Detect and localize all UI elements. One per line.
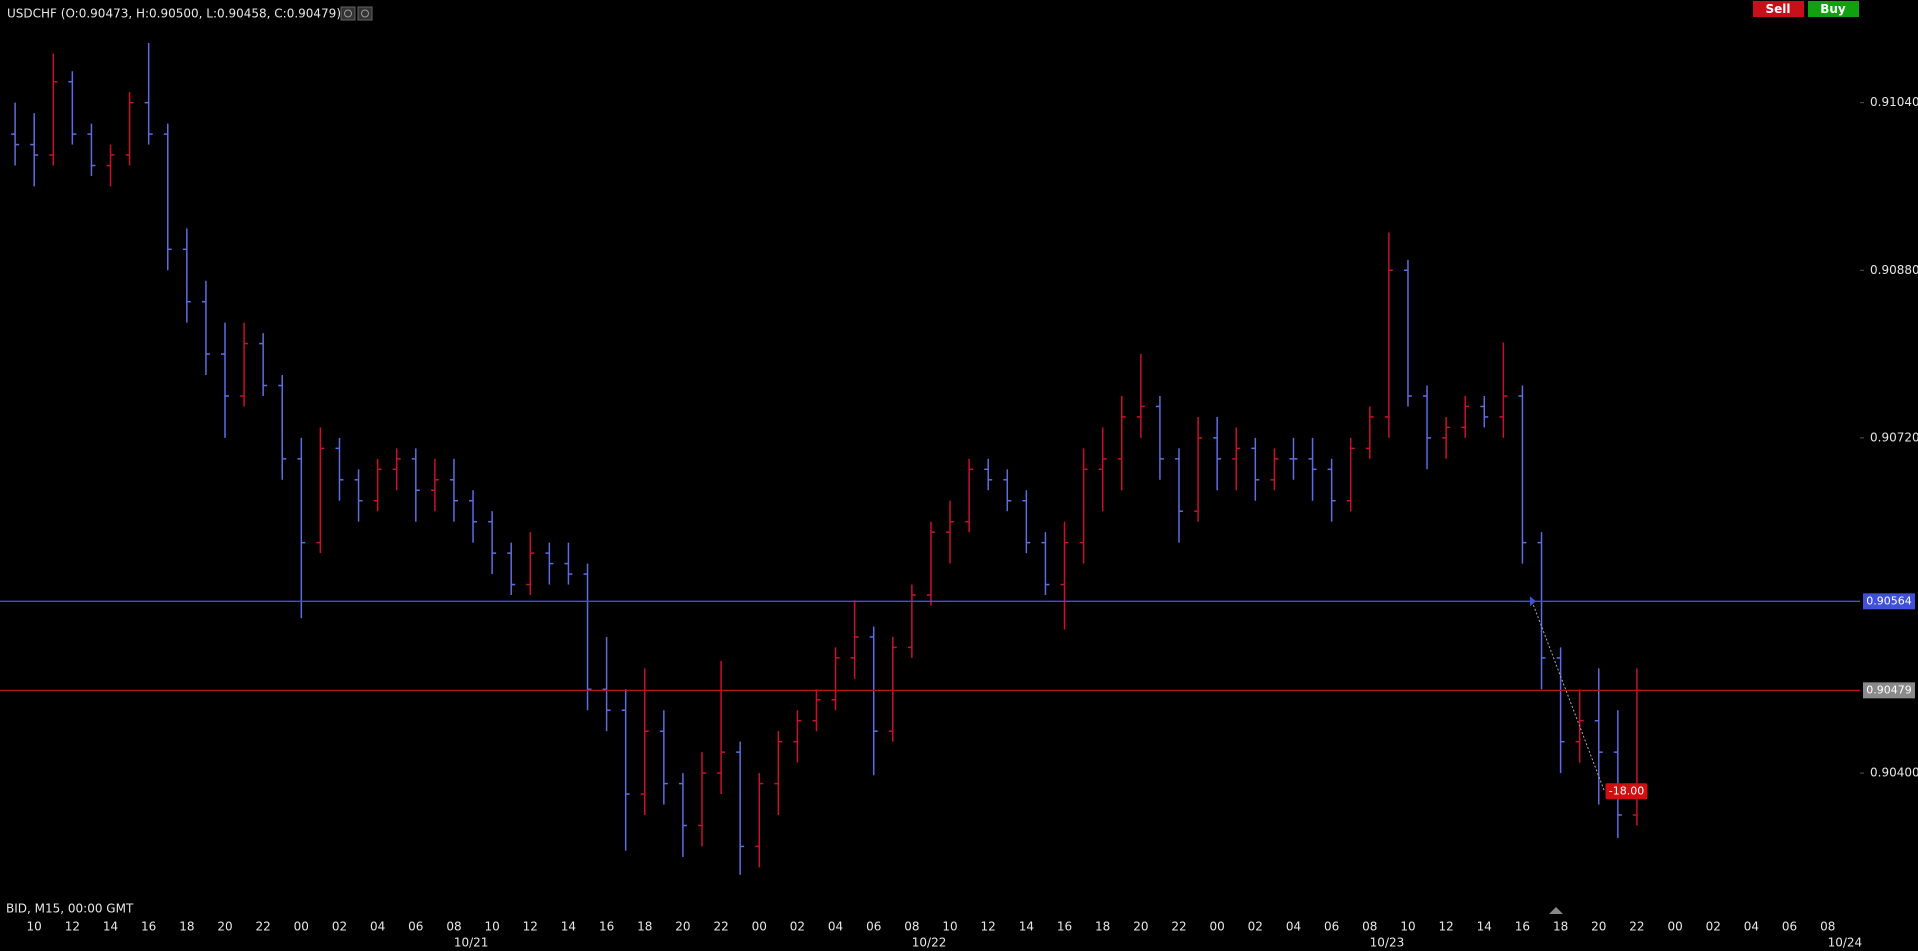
x-tick-label: 22 bbox=[713, 920, 728, 934]
y-tick-label: 0.90400 bbox=[1870, 766, 1918, 780]
chart-title: USDCHF (O:0.90473, H:0.90500, L:0.90458,… bbox=[7, 7, 341, 21]
x-tick-label: 12 bbox=[65, 920, 80, 934]
x-tick-label: 16 bbox=[1515, 920, 1530, 934]
x-tick-label: 16 bbox=[1057, 920, 1072, 934]
x-tick-label: 02 bbox=[1706, 920, 1721, 934]
position-box bbox=[1605, 783, 1648, 800]
x-tick-label: 00 bbox=[1667, 920, 1682, 934]
y-tick-label: 0.91040 bbox=[1870, 95, 1918, 109]
x-tick-label: 20 bbox=[217, 920, 232, 934]
x-tick-label: 12 bbox=[981, 920, 996, 934]
date-label: 10/23 bbox=[1370, 936, 1405, 950]
x-tick-label: 00 bbox=[294, 920, 309, 934]
buy-button-label[interactable]: Buy bbox=[1820, 2, 1846, 16]
gear-icon[interactable] bbox=[357, 6, 373, 21]
x-tick-label: 20 bbox=[1133, 920, 1148, 934]
x-tick-label: 10 bbox=[942, 920, 957, 934]
x-tick-label: 08 bbox=[1820, 920, 1835, 934]
sell-button-label[interactable]: Sell bbox=[1765, 2, 1790, 16]
x-tick-label: 14 bbox=[1019, 920, 1034, 934]
x-tick-label: 14 bbox=[1477, 920, 1492, 934]
x-tick-label: 00 bbox=[752, 920, 767, 934]
y-tick-label: 0.90720 bbox=[1870, 430, 1918, 444]
x-tick-label: 10 bbox=[484, 920, 499, 934]
x-tick-label: 14 bbox=[103, 920, 118, 934]
buy-button[interactable] bbox=[1808, 1, 1859, 17]
x-tick-label: 06 bbox=[866, 920, 881, 934]
x-tick-label: 04 bbox=[828, 920, 843, 934]
x-tick-label: 06 bbox=[408, 920, 423, 934]
x-tick-label: 12 bbox=[523, 920, 538, 934]
x-tick-label: 22 bbox=[256, 920, 271, 934]
x-tick-label: 12 bbox=[1438, 920, 1453, 934]
position-link bbox=[1531, 601, 1605, 792]
x-tick-label: 10 bbox=[27, 920, 42, 934]
level-label-box bbox=[1863, 682, 1915, 699]
footer-label: BID, M15, 00:00 GMT bbox=[6, 902, 134, 916]
settings-icon[interactable] bbox=[340, 6, 356, 21]
sell-button[interactable] bbox=[1753, 1, 1804, 17]
x-tick-label: 14 bbox=[561, 920, 576, 934]
x-tick-label: 10 bbox=[1400, 920, 1415, 934]
y-tick-label: 0.90880 bbox=[1870, 263, 1918, 277]
date-label: 10/24 bbox=[1828, 936, 1863, 950]
level-label: 0.90479 bbox=[1866, 683, 1912, 696]
x-tick-label: 08 bbox=[1362, 920, 1377, 934]
gear-icon-glyph bbox=[361, 9, 369, 18]
settings-icon-glyph bbox=[344, 9, 352, 18]
x-tick-label: 18 bbox=[179, 920, 194, 934]
x-tick-label: 20 bbox=[675, 920, 690, 934]
x-tick-label: 08 bbox=[446, 920, 461, 934]
entry-marker bbox=[1529, 596, 1536, 607]
x-tick-label: 16 bbox=[599, 920, 614, 934]
scroll-marker[interactable] bbox=[1549, 907, 1563, 914]
date-label: 10/21 bbox=[454, 936, 489, 950]
x-tick-label: 04 bbox=[1286, 920, 1301, 934]
x-tick-label: 02 bbox=[332, 920, 347, 934]
x-tick-label: 22 bbox=[1171, 920, 1186, 934]
x-tick-label: 20 bbox=[1591, 920, 1606, 934]
x-tick-label: 22 bbox=[1629, 920, 1644, 934]
x-tick-label: 08 bbox=[904, 920, 919, 934]
level-label-box bbox=[1863, 593, 1915, 610]
x-tick-label: 04 bbox=[1744, 920, 1759, 934]
x-tick-label: 18 bbox=[1553, 920, 1568, 934]
x-tick-label: 18 bbox=[637, 920, 652, 934]
position-label: -18.00 bbox=[1609, 784, 1644, 797]
date-label: 10/22 bbox=[912, 936, 947, 950]
x-tick-label: 16 bbox=[141, 920, 156, 934]
x-tick-label: 06 bbox=[1782, 920, 1797, 934]
level-label: 0.90564 bbox=[1866, 594, 1912, 607]
x-tick-label: 02 bbox=[1248, 920, 1263, 934]
x-tick-label: 06 bbox=[1324, 920, 1339, 934]
x-tick-label: 00 bbox=[1210, 920, 1225, 934]
x-tick-label: 18 bbox=[1095, 920, 1110, 934]
x-tick-label: 04 bbox=[370, 920, 385, 934]
x-tick-label: 02 bbox=[790, 920, 805, 934]
